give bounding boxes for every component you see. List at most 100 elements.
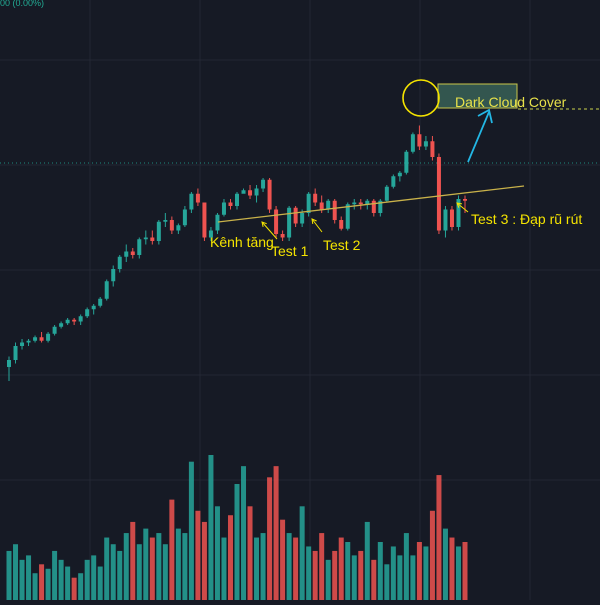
volume-bar — [371, 559, 377, 600]
volume-bar — [338, 537, 344, 600]
candle-body — [143, 237, 148, 240]
candle — [384, 185, 389, 203]
volume-bar — [13, 544, 19, 600]
volume-bar — [345, 542, 351, 600]
candle — [456, 195, 461, 231]
candle-body — [39, 337, 44, 341]
candle — [326, 199, 331, 213]
candle-body — [352, 202, 357, 205]
candle-body — [176, 225, 181, 231]
pointer-arrow — [261, 221, 278, 240]
candle — [20, 339, 25, 350]
candle-body — [52, 326, 57, 334]
volume-bar — [84, 559, 90, 600]
candle-body — [117, 256, 122, 269]
candle — [221, 199, 226, 217]
candle — [26, 339, 31, 346]
candle-body — [430, 141, 435, 157]
volume-bar — [377, 542, 383, 600]
candle — [195, 188, 200, 206]
candle-body — [235, 193, 239, 206]
volume-bar — [280, 519, 286, 600]
candle-body — [391, 176, 396, 187]
candle-body — [169, 220, 174, 231]
pointer-head — [456, 202, 463, 208]
volume-bar — [156, 533, 162, 600]
candle — [169, 216, 174, 234]
top-circle — [402, 79, 440, 117]
volume-bar — [384, 564, 390, 600]
volume-bar — [449, 537, 455, 600]
candle — [391, 174, 396, 189]
volume-bar — [416, 542, 422, 600]
volume-bar — [358, 550, 364, 600]
volume-bar — [267, 477, 273, 600]
volume-bar — [319, 533, 325, 600]
volume-bar — [423, 546, 429, 600]
candle-body — [215, 214, 220, 231]
candle — [254, 185, 259, 203]
candle-body — [436, 157, 441, 231]
candle-body — [137, 239, 142, 255]
candle — [248, 185, 253, 199]
candle-body — [449, 209, 454, 227]
candle-body — [326, 200, 331, 210]
candle — [215, 213, 220, 234]
candle — [274, 206, 279, 238]
candle — [46, 332, 51, 343]
candle — [202, 202, 207, 241]
volume-bar — [351, 555, 357, 600]
volume-bar — [436, 475, 442, 600]
candle — [228, 199, 233, 210]
candle — [182, 206, 187, 227]
label-test3: Test 3 : Đạp rũ rút — [471, 211, 582, 227]
volume-bar — [247, 506, 253, 600]
candle-body — [72, 319, 77, 322]
volume-bar — [19, 559, 25, 600]
candle-body — [7, 360, 11, 367]
candle — [189, 192, 194, 213]
candle-body — [130, 251, 135, 255]
volume-bar — [104, 537, 110, 600]
candle — [130, 248, 135, 259]
volume-bar — [403, 533, 409, 600]
candle-body — [274, 209, 279, 234]
volume-bar — [6, 550, 12, 600]
candle-body — [378, 200, 383, 213]
candle-body — [228, 202, 233, 206]
candle-body — [156, 221, 161, 241]
candle — [78, 314, 83, 325]
candle — [352, 199, 357, 210]
candles — [7, 125, 467, 381]
candle-body — [150, 237, 155, 241]
volume-bar — [195, 510, 201, 600]
volume-bar — [221, 537, 227, 600]
candle-body — [267, 179, 272, 210]
candle — [430, 136, 435, 161]
candle — [339, 216, 344, 231]
candle — [436, 153, 441, 234]
candle — [124, 244, 129, 262]
candle — [306, 192, 311, 217]
volume-bar — [162, 544, 168, 600]
label-test2: Test 2 — [323, 237, 361, 253]
candle — [176, 223, 181, 234]
candle-body — [189, 193, 194, 210]
candle-body — [98, 298, 103, 306]
candle-body — [261, 179, 266, 189]
volume-bar — [227, 515, 233, 600]
volume-bar — [130, 521, 136, 600]
volume-bar — [45, 568, 51, 600]
volume-bar — [312, 550, 318, 600]
candle-body — [20, 342, 25, 346]
candle — [417, 125, 422, 150]
candle-body — [463, 199, 467, 201]
candle-body — [85, 309, 90, 317]
candle — [410, 132, 415, 154]
candle-body — [339, 220, 344, 229]
candle — [59, 321, 64, 329]
